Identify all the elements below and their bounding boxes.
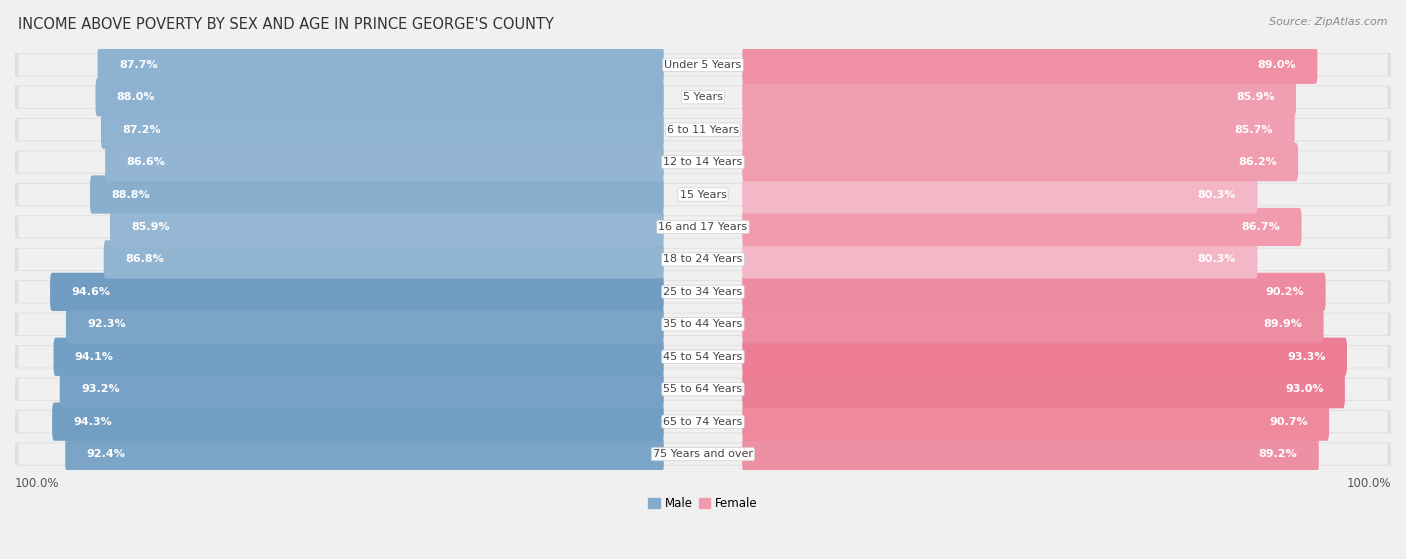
Text: 80.3%: 80.3% <box>1198 190 1236 200</box>
Text: 80.3%: 80.3% <box>1198 254 1236 264</box>
FancyBboxPatch shape <box>742 46 1317 84</box>
FancyBboxPatch shape <box>15 86 1391 109</box>
FancyBboxPatch shape <box>18 314 1388 335</box>
Text: 90.2%: 90.2% <box>1265 287 1305 297</box>
Text: 90.7%: 90.7% <box>1270 416 1308 427</box>
Text: 94.3%: 94.3% <box>73 416 112 427</box>
FancyBboxPatch shape <box>15 183 1391 206</box>
FancyBboxPatch shape <box>742 402 1329 441</box>
FancyBboxPatch shape <box>742 111 1295 149</box>
FancyBboxPatch shape <box>15 215 1391 239</box>
Text: 92.3%: 92.3% <box>87 319 127 329</box>
Text: 85.9%: 85.9% <box>131 222 170 232</box>
FancyBboxPatch shape <box>65 435 664 473</box>
FancyBboxPatch shape <box>101 111 664 149</box>
FancyBboxPatch shape <box>742 176 1257 214</box>
FancyBboxPatch shape <box>18 119 1388 140</box>
FancyBboxPatch shape <box>742 78 1296 116</box>
FancyBboxPatch shape <box>18 184 1388 205</box>
FancyBboxPatch shape <box>110 208 664 246</box>
FancyBboxPatch shape <box>15 377 1391 401</box>
FancyBboxPatch shape <box>59 370 664 408</box>
Text: 16 and 17 Years: 16 and 17 Years <box>658 222 748 232</box>
FancyBboxPatch shape <box>66 305 664 343</box>
FancyBboxPatch shape <box>18 443 1388 465</box>
FancyBboxPatch shape <box>90 176 664 214</box>
FancyBboxPatch shape <box>97 46 664 84</box>
FancyBboxPatch shape <box>15 442 1391 466</box>
Text: 75 Years and over: 75 Years and over <box>652 449 754 459</box>
Text: 18 to 24 Years: 18 to 24 Years <box>664 254 742 264</box>
Text: 88.8%: 88.8% <box>111 190 150 200</box>
Text: 89.2%: 89.2% <box>1258 449 1298 459</box>
FancyBboxPatch shape <box>15 150 1391 174</box>
Text: 94.6%: 94.6% <box>72 287 111 297</box>
FancyBboxPatch shape <box>18 87 1388 108</box>
FancyBboxPatch shape <box>742 273 1326 311</box>
Text: 15 Years: 15 Years <box>679 190 727 200</box>
Text: 35 to 44 Years: 35 to 44 Years <box>664 319 742 329</box>
Text: 85.7%: 85.7% <box>1234 125 1274 135</box>
FancyBboxPatch shape <box>15 53 1391 77</box>
Text: 93.0%: 93.0% <box>1285 384 1323 394</box>
Text: 89.0%: 89.0% <box>1257 60 1296 70</box>
Text: 12 to 14 Years: 12 to 14 Years <box>664 157 742 167</box>
FancyBboxPatch shape <box>53 338 664 376</box>
Text: 88.0%: 88.0% <box>117 92 155 102</box>
Text: 93.3%: 93.3% <box>1286 352 1326 362</box>
FancyBboxPatch shape <box>15 345 1391 368</box>
FancyBboxPatch shape <box>742 143 1298 181</box>
FancyBboxPatch shape <box>15 312 1391 336</box>
FancyBboxPatch shape <box>51 273 664 311</box>
Text: 25 to 34 Years: 25 to 34 Years <box>664 287 742 297</box>
FancyBboxPatch shape <box>742 338 1347 376</box>
FancyBboxPatch shape <box>15 410 1391 433</box>
Text: 86.8%: 86.8% <box>125 254 165 264</box>
FancyBboxPatch shape <box>105 143 664 181</box>
Text: 89.9%: 89.9% <box>1264 319 1302 329</box>
Text: 87.7%: 87.7% <box>120 60 157 70</box>
FancyBboxPatch shape <box>18 378 1388 400</box>
FancyBboxPatch shape <box>15 118 1391 141</box>
Text: INCOME ABOVE POVERTY BY SEX AND AGE IN PRINCE GEORGE'S COUNTY: INCOME ABOVE POVERTY BY SEX AND AGE IN P… <box>18 17 554 32</box>
Text: Under 5 Years: Under 5 Years <box>665 60 741 70</box>
FancyBboxPatch shape <box>18 216 1388 238</box>
Text: 45 to 54 Years: 45 to 54 Years <box>664 352 742 362</box>
FancyBboxPatch shape <box>52 402 664 441</box>
FancyBboxPatch shape <box>15 280 1391 304</box>
FancyBboxPatch shape <box>742 435 1319 473</box>
Text: 86.6%: 86.6% <box>127 157 166 167</box>
FancyBboxPatch shape <box>104 240 664 278</box>
Text: 85.9%: 85.9% <box>1236 92 1275 102</box>
FancyBboxPatch shape <box>18 411 1388 432</box>
FancyBboxPatch shape <box>18 281 1388 302</box>
Text: 100.0%: 100.0% <box>15 477 59 490</box>
FancyBboxPatch shape <box>18 346 1388 367</box>
Text: 94.1%: 94.1% <box>75 352 114 362</box>
Text: 86.2%: 86.2% <box>1239 157 1277 167</box>
FancyBboxPatch shape <box>18 151 1388 173</box>
Legend: Male, Female: Male, Female <box>644 492 762 515</box>
Text: 55 to 64 Years: 55 to 64 Years <box>664 384 742 394</box>
Text: 65 to 74 Years: 65 to 74 Years <box>664 416 742 427</box>
Text: 92.4%: 92.4% <box>87 449 125 459</box>
FancyBboxPatch shape <box>15 248 1391 271</box>
FancyBboxPatch shape <box>742 240 1257 278</box>
Text: 5 Years: 5 Years <box>683 92 723 102</box>
Text: 87.2%: 87.2% <box>122 125 160 135</box>
Text: 6 to 11 Years: 6 to 11 Years <box>666 125 740 135</box>
FancyBboxPatch shape <box>18 249 1388 270</box>
Text: 100.0%: 100.0% <box>1347 477 1391 490</box>
FancyBboxPatch shape <box>96 78 664 116</box>
FancyBboxPatch shape <box>742 208 1302 246</box>
Text: 86.7%: 86.7% <box>1241 222 1281 232</box>
FancyBboxPatch shape <box>18 54 1388 75</box>
FancyBboxPatch shape <box>742 305 1323 343</box>
Text: Source: ZipAtlas.com: Source: ZipAtlas.com <box>1270 17 1388 27</box>
Text: 93.2%: 93.2% <box>82 384 120 394</box>
FancyBboxPatch shape <box>742 370 1346 408</box>
